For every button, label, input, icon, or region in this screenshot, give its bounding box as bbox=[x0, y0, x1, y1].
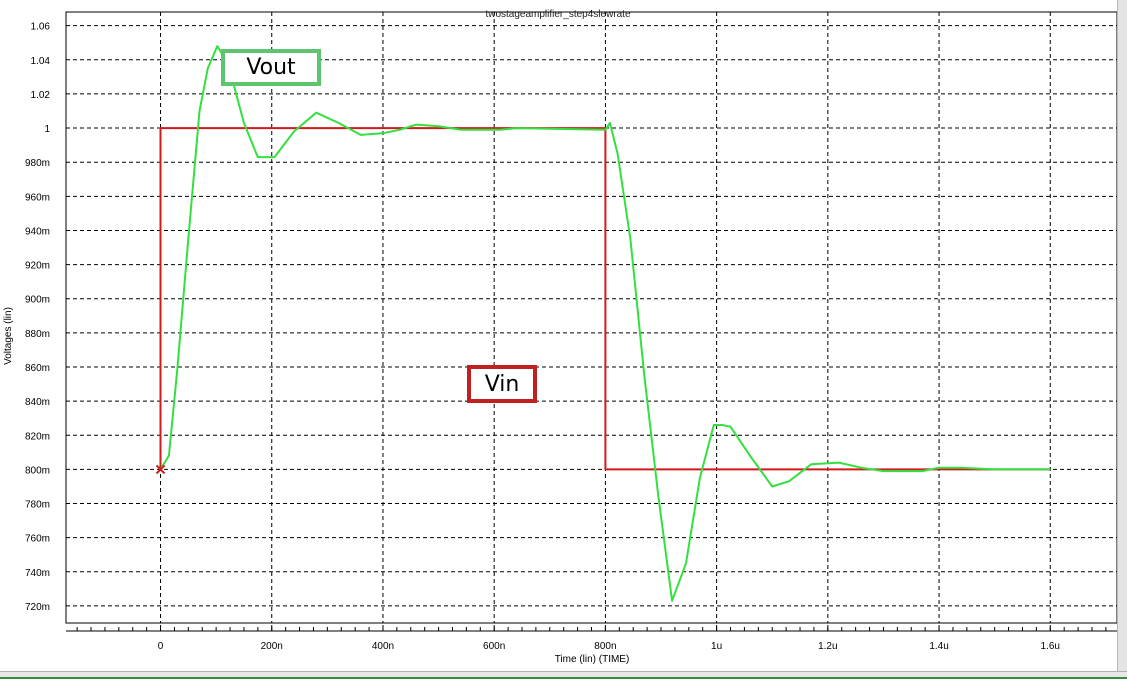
y-tick-label: 800m bbox=[25, 465, 50, 476]
y-tick-label: 780m bbox=[25, 500, 50, 511]
y-tick-label: 940m bbox=[25, 226, 50, 237]
window-right-border bbox=[1117, 0, 1127, 678]
waveform-chart: twostageamplifier_step4slewrate 1.06 1.04… bbox=[3, 9, 1117, 665]
series-vout-line bbox=[159, 45, 1051, 602]
chart-title: twostageamplifier_step4slewrate bbox=[485, 9, 631, 20]
vin-annotation-text: Vin bbox=[484, 371, 520, 397]
y-tick-label: 740m bbox=[25, 568, 50, 579]
y-tick-label: 1.02 bbox=[31, 90, 51, 101]
x-tick-label: 1.6u bbox=[1041, 641, 1060, 652]
series-layer bbox=[155, 45, 1051, 602]
x-tick-label: 200n bbox=[261, 641, 283, 652]
y-tick-label: 980m bbox=[25, 158, 50, 169]
y-tick-label: 820m bbox=[25, 431, 50, 442]
vin-annotation-box: Vin bbox=[467, 365, 537, 403]
x-tick-label: 1.4u bbox=[929, 641, 948, 652]
vout-annotation-box: Vout bbox=[221, 49, 321, 86]
y-tick-label: 900m bbox=[25, 295, 50, 306]
y-tick-label: 960m bbox=[25, 192, 50, 203]
y-tick-label: 1.04 bbox=[31, 56, 51, 67]
x-tick-label: 1u bbox=[711, 641, 722, 652]
y-axis-label: Voltages (lin) bbox=[3, 307, 14, 365]
plot-frame bbox=[65, 11, 1117, 624]
y-tick-label: 920m bbox=[25, 261, 50, 272]
y-tick-label: 720m bbox=[25, 602, 50, 613]
y-tick-label: 880m bbox=[25, 329, 50, 340]
vout-annotation-text: Vout bbox=[246, 55, 296, 80]
y-tick-label: 840m bbox=[25, 397, 50, 408]
y-tick-label: 760m bbox=[25, 534, 50, 545]
x-tick-label: 0 bbox=[158, 641, 164, 652]
x-tick-label: 1.2u bbox=[818, 641, 837, 652]
y-tick-label: 860m bbox=[25, 363, 50, 374]
y-tick-label: 1.06 bbox=[31, 22, 51, 33]
axes: 1.06 1.04 1.02 1 980m 960m 940m 920m 900m 880m 860… bbox=[25, 11, 1117, 652]
start-marker-stroke-b bbox=[155, 464, 166, 475]
x-axis-label: Time (lin) (TIME) bbox=[555, 654, 630, 665]
y-tick-label: 1 bbox=[44, 124, 50, 135]
x-tick-label: 600n bbox=[483, 641, 505, 652]
x-tick-label: 800n bbox=[594, 641, 616, 652]
x-tick-label: 400n bbox=[372, 641, 394, 652]
